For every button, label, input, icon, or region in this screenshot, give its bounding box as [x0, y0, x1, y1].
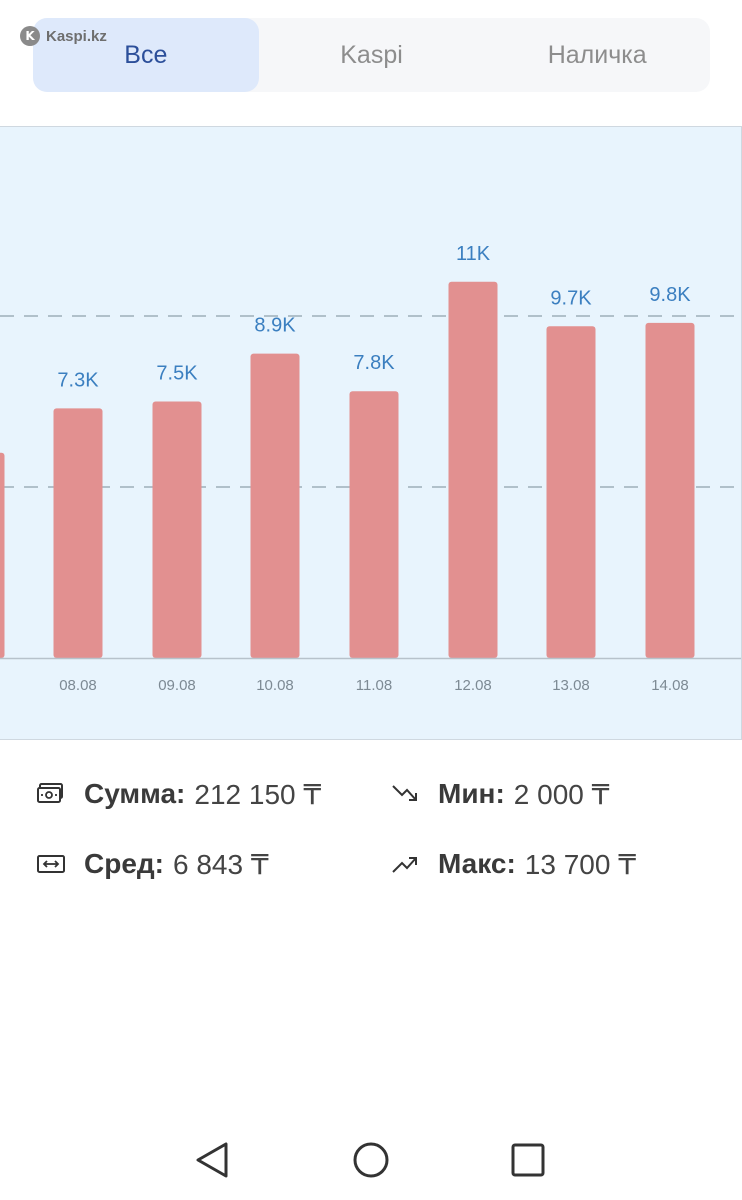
- stat-min: Мин: 2 000 ₸: [390, 774, 609, 814]
- chart-svg: 7.3K 08.08 7.5K 09.08 8.9K 10.08 7.8K 11.08 11K 1…: [0, 243, 741, 694]
- watermark-text: Kaspi.kz: [46, 27, 107, 45]
- recents-icon: [511, 1143, 545, 1177]
- trend-up-icon: [390, 852, 420, 876]
- bar-09.08[interactable]: [152, 401, 202, 659]
- bar-value-label: 8.9K: [254, 315, 296, 337]
- x-tick-label: 14.08: [651, 677, 689, 694]
- back-button[interactable]: [192, 1140, 232, 1180]
- system-navigation-bar: [0, 1120, 742, 1200]
- bar-partial[interactable]: [0, 452, 5, 658]
- back-icon: [196, 1142, 228, 1178]
- bar-value-label: 9.8K: [649, 284, 691, 306]
- bar-value-label: 7.8K: [353, 352, 395, 374]
- bar-value-label: 7.3K: [57, 369, 99, 391]
- kaspi-watermark: K Kaspi.kz: [20, 26, 107, 46]
- kaspi-logo-icon: K: [20, 26, 40, 46]
- stat-sum-value: 212 150 ₸: [194, 778, 322, 810]
- x-tick-label: 12.08: [454, 677, 492, 694]
- x-tick-label: 08.08: [59, 677, 97, 694]
- stat-max: Макс: 13 700 ₸: [390, 844, 636, 884]
- bar-11.08[interactable]: [349, 391, 399, 658]
- money-exchange-icon: [36, 852, 66, 876]
- bar-10.08[interactable]: [250, 353, 300, 658]
- bar-value-label: 9.7K: [550, 287, 592, 309]
- x-tick-label: 10.08: [256, 677, 294, 694]
- stat-avg-label: Сред:: [84, 848, 164, 879]
- cash-icon: [36, 782, 66, 806]
- bar-value-label: 7.5K: [156, 363, 198, 385]
- x-tick-label: 13.08: [552, 677, 590, 694]
- stat-avg-value: 6 843 ₸: [173, 848, 269, 880]
- stat-sum-label: Сумма:: [84, 778, 186, 809]
- payment-filter-tabs: Все Kaspi Наличка: [33, 18, 710, 92]
- bar-13.08[interactable]: [546, 326, 596, 658]
- stat-min-value: 2 000 ₸: [513, 778, 610, 810]
- bar-value-label: 11K: [456, 243, 491, 265]
- x-tick-label: 09.08: [158, 677, 196, 694]
- daily-bar-chart[interactable]: 7.3K 08.08 7.5K 09.08 8.9K 10.08 7.8K 11.08 11K 1…: [0, 126, 742, 740]
- tab-all[interactable]: Все: [33, 18, 259, 92]
- recents-button[interactable]: [508, 1140, 548, 1180]
- home-icon: [353, 1142, 389, 1178]
- tab-kaspi[interactable]: Kaspi: [340, 40, 403, 69]
- tab-cash[interactable]: Наличка: [547, 40, 647, 69]
- x-tick-label: 11.08: [356, 677, 392, 694]
- bar-08.08[interactable]: [53, 408, 103, 658]
- bar-12.08[interactable]: [448, 281, 498, 658]
- stat-max-label: Макс:: [438, 848, 516, 879]
- trend-down-icon: [390, 782, 420, 806]
- stat-avg: Сред: 6 843 ₸: [36, 844, 269, 884]
- stat-max-value: 13 700 ₸: [524, 848, 637, 880]
- stat-sum: Сумма: 212 150 ₸: [36, 774, 321, 814]
- stat-min-label: Мин:: [438, 778, 505, 809]
- bar-14.08[interactable]: [645, 322, 695, 658]
- home-button[interactable]: [351, 1140, 391, 1180]
